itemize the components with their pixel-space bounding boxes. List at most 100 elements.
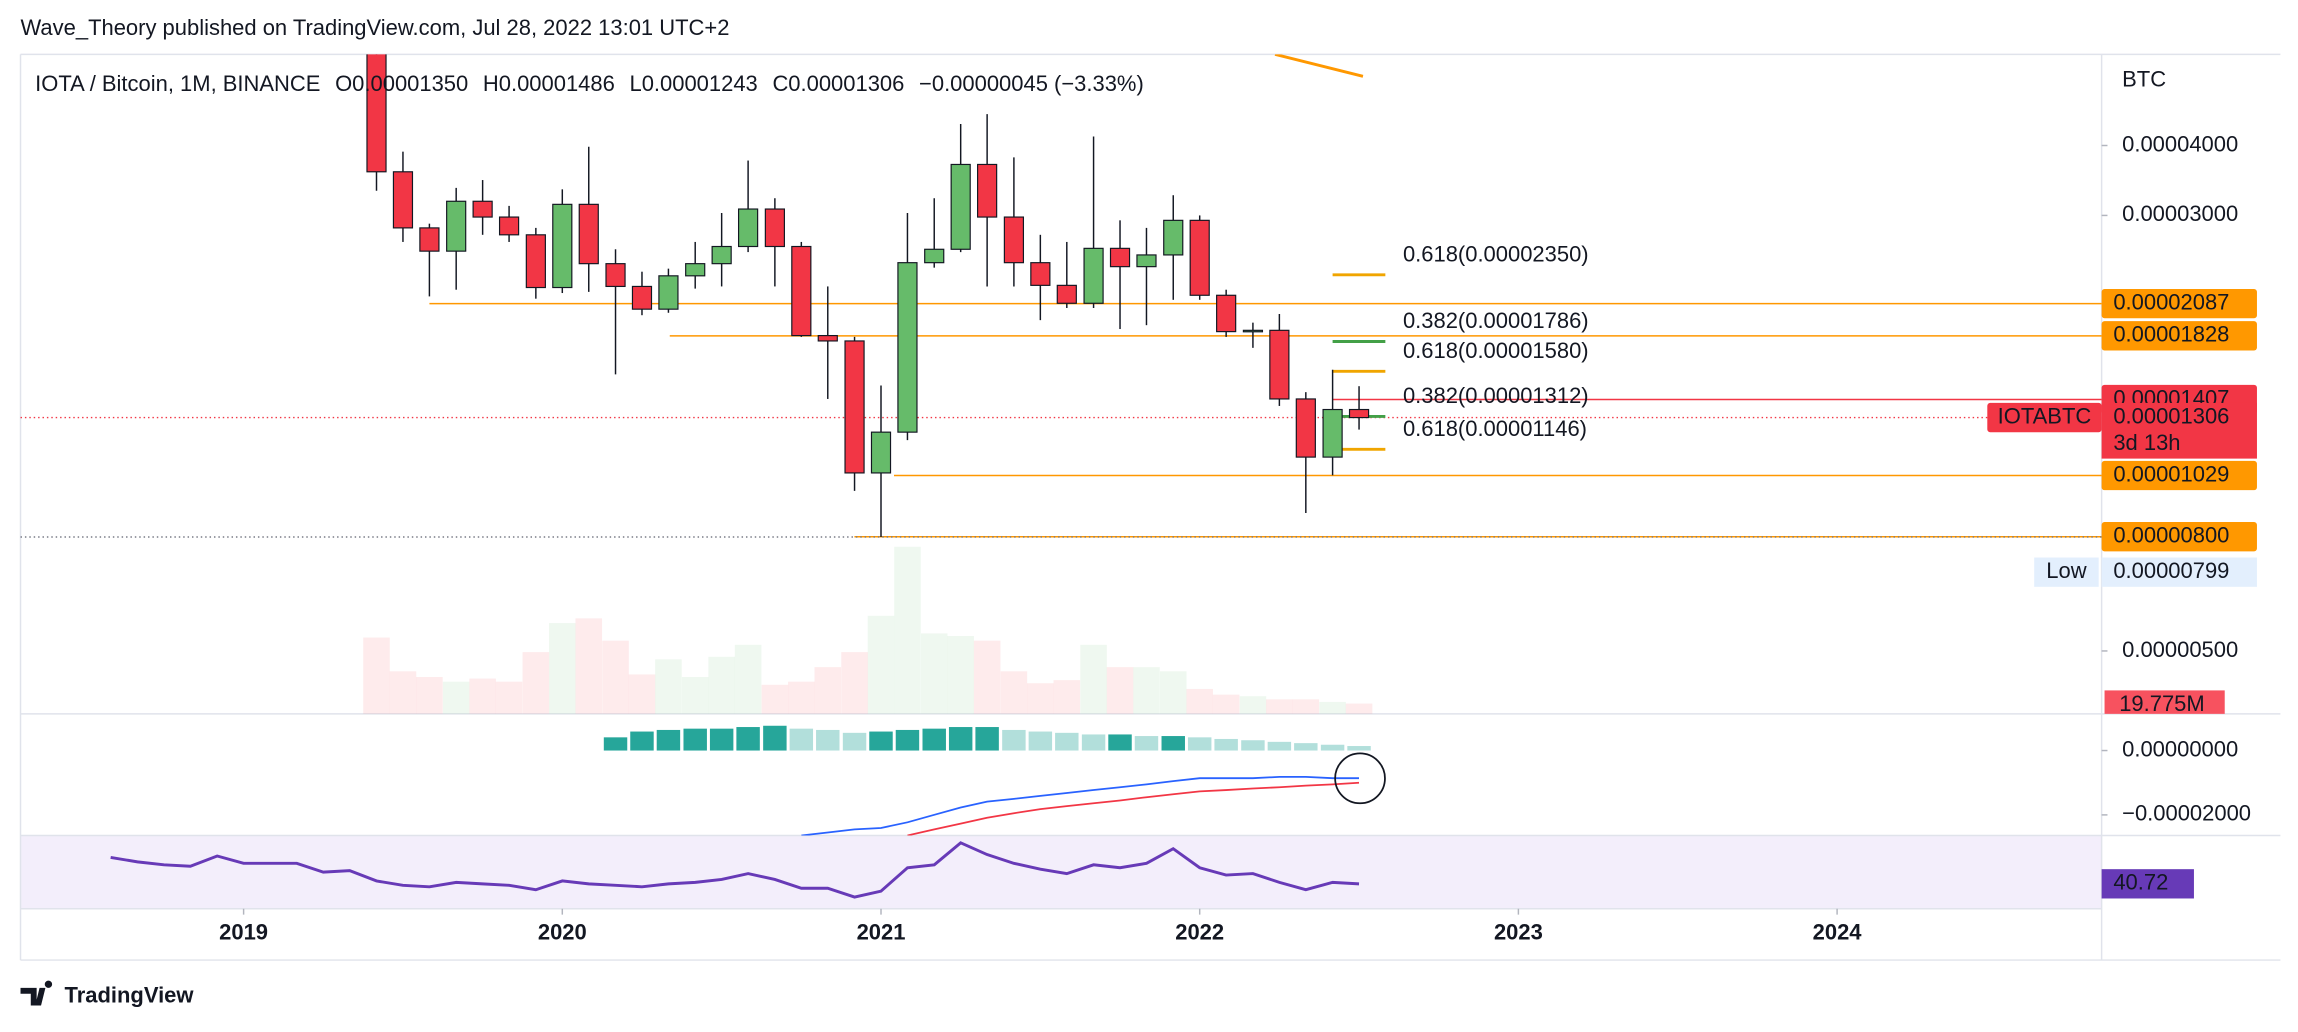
legend: IOTA / Bitcoin, 1M, BINANCE O0.00001350 H0… [35, 71, 1144, 96]
candle-body [1269, 329, 1290, 400]
volume-bar [708, 656, 735, 714]
macd-histogram-bar [1187, 737, 1212, 751]
price-label: 0.00000800 [2113, 523, 2229, 548]
x-tick-label: 2023 [1494, 919, 1543, 944]
volume-bar [1186, 688, 1213, 714]
macd-histogram-bar [630, 731, 654, 751]
rsi-label-box [2101, 869, 2194, 899]
volume-bar [495, 681, 523, 714]
volume-bar [363, 637, 390, 714]
volume-bar [681, 677, 709, 714]
macd-histogram-bar [763, 725, 787, 751]
low-label: 0.00000799 [2113, 558, 2229, 583]
volume-bar [814, 667, 842, 714]
candle-body [1295, 398, 1316, 458]
candle-body [419, 227, 440, 252]
fib-label: 0.618(0.00002350) [1403, 242, 1589, 267]
candle-body [764, 208, 785, 248]
rsi-line [110, 841, 1360, 899]
candle-body [498, 216, 520, 236]
x-tick-label: 2021 [857, 919, 906, 944]
candle-body [870, 431, 892, 474]
candle-body [1003, 216, 1025, 264]
volume-bar [894, 546, 921, 714]
macd-histogram-bar [1055, 732, 1079, 751]
candle-body [685, 263, 706, 277]
legend-change: −0.00000045 (−3.33%) [919, 71, 1144, 96]
y-tick-label: −0.00002000 [2122, 801, 2251, 826]
legend-open: O0.00001350 [335, 71, 468, 96]
macd-layer [603, 725, 1371, 836]
volume-bar [1212, 694, 1240, 714]
macd-histogram-bar [842, 732, 867, 751]
pane-borders [19, 53, 2281, 961]
candle-body [366, 54, 387, 173]
x-tick-label: 2019 [219, 919, 268, 944]
volume-bar [1106, 667, 1134, 714]
volume-bar [973, 640, 1001, 714]
volume-bar [761, 684, 789, 714]
candle-body [472, 200, 493, 218]
legend-low: L0.00001243 [629, 71, 757, 96]
candle-body [1322, 408, 1343, 458]
price-label-box [2101, 522, 2257, 552]
volume-bar [1266, 699, 1293, 714]
candle-body [897, 262, 918, 433]
y-tick-label: 0.00003000 [2122, 201, 2238, 226]
footer-brand: TradingView [64, 983, 194, 1008]
macd-histogram-bar [1028, 731, 1053, 751]
volume-bar [522, 652, 550, 714]
fib-label: 0.382(0.00001312) [1403, 383, 1589, 408]
macd-histogram-bar [1267, 741, 1292, 751]
legend-symbol: IOTA / Bitcoin, 1M, BINANCE [35, 71, 320, 96]
macd-histogram-bar [1108, 734, 1132, 751]
candle-body [1189, 219, 1210, 296]
candle-body [446, 200, 467, 252]
candle-body [578, 203, 599, 265]
candle-body [525, 234, 546, 289]
fib-label: 0.618(0.00001580) [1403, 338, 1589, 363]
macd-histogram-bar [1161, 736, 1185, 751]
macd-histogram-bar [1241, 740, 1265, 751]
price-label-box [2101, 288, 2257, 319]
macd-histogram-bar [1081, 734, 1106, 751]
volume-bar [602, 640, 629, 714]
candle-body [711, 245, 732, 265]
macd-histogram-bar [895, 729, 920, 751]
candle-body [977, 163, 998, 218]
fib-label: 0.618(0.00001146) [1403, 416, 1587, 441]
macd-histogram-bar [789, 728, 814, 751]
volume-bar [1159, 671, 1187, 714]
candle-body [552, 203, 573, 289]
volume-bar [867, 615, 895, 714]
fib-label: 0.382(0.00001786) [1403, 308, 1589, 333]
last-price-box [2101, 402, 2257, 459]
price-label-box [2101, 460, 2257, 491]
macd-line [801, 775, 1360, 836]
volume-bar [1239, 696, 1267, 714]
low-name-box [2034, 557, 2099, 587]
macd-histogram-bar [1134, 736, 1159, 751]
legend-high: H0.00001486 [483, 71, 615, 96]
macd-histogram-bar [1214, 738, 1238, 751]
volume-bar [655, 659, 682, 714]
symbol-label: IOTABTC [1998, 403, 2092, 428]
volume-bar [1027, 683, 1054, 714]
axis-unit: BTC [2122, 67, 2166, 92]
volume-bar [1000, 671, 1028, 714]
macd-histogram-bar [869, 731, 893, 751]
volume-bar [1080, 644, 1107, 714]
candle-body [1109, 247, 1131, 268]
candle-body [1083, 247, 1104, 304]
x-tick-label: 2020 [538, 919, 587, 944]
volume-bar [1053, 680, 1081, 714]
circle-annotation [1334, 752, 1386, 805]
volume-bar [469, 678, 496, 714]
candle-body [1216, 294, 1237, 333]
y-tick-label: 0.00000000 [2122, 736, 2238, 761]
y-tick-label: 0.00004000 [2122, 131, 2238, 156]
candle-body [1056, 284, 1077, 304]
price-label: 0.00001029 [2113, 461, 2229, 486]
price-label-box [2101, 321, 2257, 351]
volume-bar [947, 636, 974, 714]
